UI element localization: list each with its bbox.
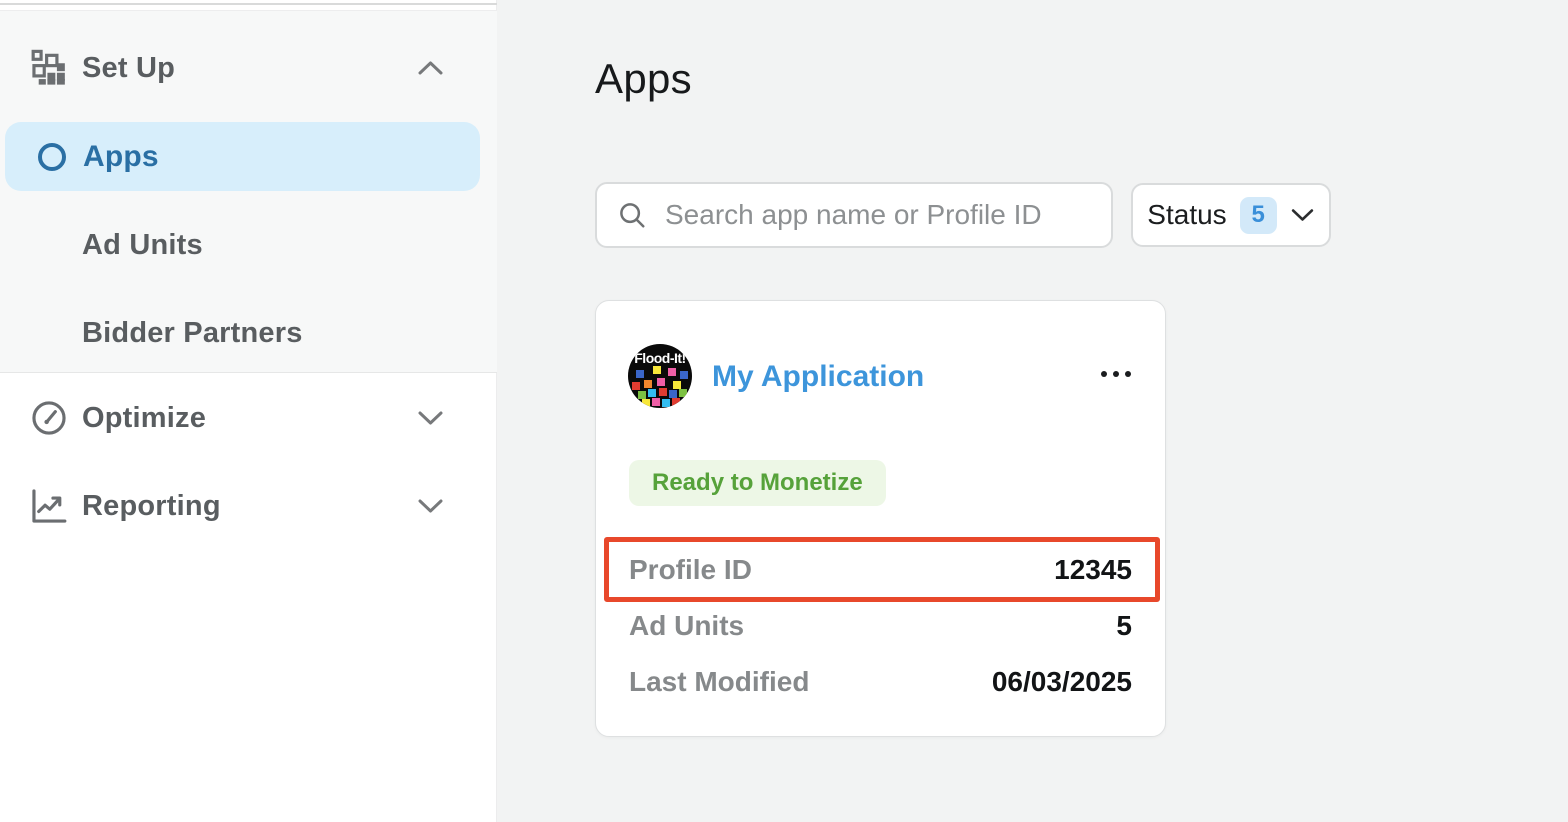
sidebar: Set Up Apps Ad Units Bidder Partners xyxy=(0,0,497,822)
app-card: Flood-It! My Application Ready to Moneti… xyxy=(595,300,1166,737)
circle-icon xyxy=(38,142,66,171)
status-filter-label: Status xyxy=(1147,199,1227,230)
sidebar-item-ad-units[interactable]: Ad Units xyxy=(82,228,203,261)
search-input[interactable] xyxy=(665,199,1091,231)
sidebar-item-label: Set Up xyxy=(82,51,176,84)
setup-nav-group: Set Up Apps Ad Units Bidder Partners xyxy=(0,10,497,373)
gauge-icon xyxy=(30,399,68,437)
sidebar-item-apps[interactable]: Apps xyxy=(5,122,480,191)
app-name-link[interactable]: My Application xyxy=(712,360,925,393)
status-badge: Ready to Monetize xyxy=(629,460,886,506)
ad-units-row: Ad Units 5 xyxy=(629,598,1132,654)
search-icon xyxy=(617,200,647,230)
row-value: 12345 xyxy=(1054,554,1132,585)
status-filter-button[interactable]: Status 5 xyxy=(1131,183,1331,247)
sidebar-item-bidder-partners[interactable]: Bidder Partners xyxy=(82,316,303,349)
app-icon: Flood-It! xyxy=(628,344,692,408)
row-label: Profile ID xyxy=(629,554,752,585)
sidebar-item-label: Apps xyxy=(83,139,159,173)
page-title: Apps xyxy=(595,55,692,102)
status-count-badge: 5 xyxy=(1239,196,1277,234)
app-card-details: Profile ID 12345 Ad Units 5 Last Modifie… xyxy=(629,542,1132,710)
app-icon-title: Flood-It! xyxy=(634,350,686,366)
row-label: Last Modified xyxy=(629,666,810,697)
chevron-down-icon[interactable] xyxy=(417,409,444,427)
chevron-down-icon xyxy=(1290,207,1315,223)
sidebar-item-optimize[interactable]: Optimize xyxy=(0,383,497,453)
row-value: 5 xyxy=(1116,610,1132,641)
more-options-icon[interactable] xyxy=(1101,371,1131,377)
sidebar-top-divider xyxy=(0,3,497,5)
chevron-down-icon[interactable] xyxy=(417,497,444,515)
sidebar-item-reporting[interactable]: Reporting xyxy=(0,471,497,541)
sidebar-item-set-up[interactable]: Set Up xyxy=(0,33,497,103)
blocks-icon xyxy=(30,49,68,87)
row-value: 06/03/2025 xyxy=(991,666,1132,697)
last-modified-row: Last Modified 06/03/2025 xyxy=(629,654,1132,710)
profile-id-row: Profile ID 12345 xyxy=(629,542,1132,598)
search-box xyxy=(595,182,1113,248)
chevron-up-icon[interactable] xyxy=(417,59,444,77)
line-chart-icon xyxy=(30,487,68,525)
row-label: Ad Units xyxy=(629,610,745,641)
